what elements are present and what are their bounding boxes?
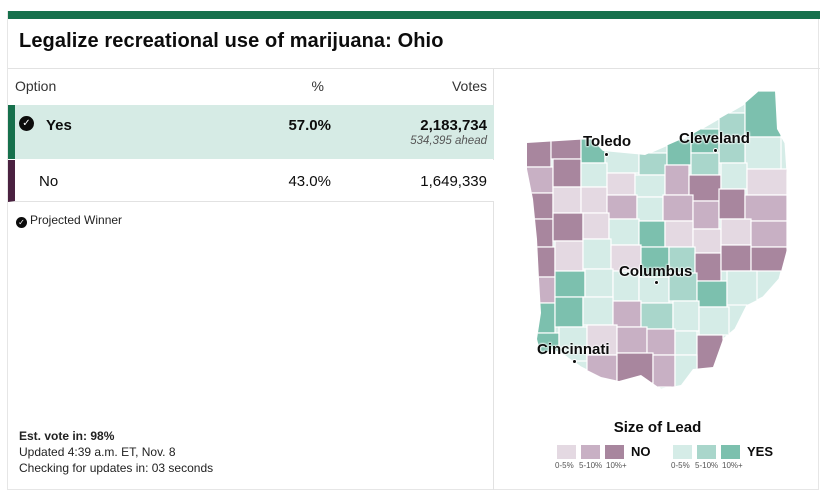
ohio-county-map	[526, 90, 788, 390]
divider	[8, 68, 820, 69]
option-votes: 1,649,339	[420, 173, 487, 190]
city-marker	[604, 152, 609, 157]
header-percent: %	[311, 78, 324, 94]
result-row-no: No 43.0% 1,649,339	[8, 160, 494, 202]
legend-range-label: 5-10%	[695, 461, 719, 470]
top-accent-bar	[8, 11, 820, 19]
legend-range-label: 0-5%	[671, 461, 690, 470]
county-tiles	[527, 91, 787, 389]
city-marker	[713, 148, 718, 153]
option-percent: 57.0%	[288, 117, 331, 134]
legend-swatch-yes-0-5	[673, 445, 692, 459]
option-name: No	[39, 173, 59, 190]
city-marker	[572, 359, 577, 364]
option-name: Yes	[46, 117, 72, 134]
update-countdown: Checking for updates in: 03 seconds	[19, 461, 214, 475]
page-title: Legalize recreational use of marijuana: …	[19, 30, 444, 52]
legend-yes-label: YES	[747, 444, 774, 459]
results-card: Legalize recreational use of marijuana: …	[7, 11, 820, 490]
legend-swatch-no-0-5	[557, 445, 576, 459]
option-votes: 2,183,734	[420, 117, 487, 134]
city-label-columbus: Columbus	[619, 263, 693, 280]
projected-winner-label: Projected Winner	[30, 213, 123, 227]
result-row-yes: ✓ Yes 57.0% 2,183,734 534,395 ahead	[8, 105, 494, 159]
legend-swatch-no-10-plus	[605, 445, 624, 459]
legend-no-label: NO	[631, 444, 651, 459]
city-label-toledo: Toledo	[583, 133, 632, 150]
legend-swatch-yes-10-plus	[721, 445, 740, 459]
status-footer: Est. vote in: 98% Updated 4:39 a.m. ET, …	[19, 428, 213, 476]
city-label-cleveland: Cleveland	[679, 130, 750, 147]
legend-range-label: 10%+	[606, 461, 627, 470]
map-panel: Toledo Cleveland Columbus Cincinnati Siz…	[495, 69, 820, 490]
legend-swatch-no-5-10	[581, 445, 600, 459]
table-header: Option % Votes	[8, 69, 494, 105]
updated-time: Updated 4:39 a.m. ET, Nov. 8	[19, 445, 176, 459]
votes-ahead: 534,395 ahead	[410, 135, 487, 147]
legend-range-label: 10%+	[722, 461, 743, 470]
header-votes: Votes	[451, 78, 487, 94]
legend-swatch-yes-5-10	[697, 445, 716, 459]
check-circle-icon: ✓	[16, 217, 27, 228]
legend-range-label: 5-10%	[579, 461, 603, 470]
legend-range-label: 0-5%	[555, 461, 574, 470]
est-vote-in: Est. vote in: 98%	[19, 429, 115, 443]
city-label-cincinnati: Cincinnati	[537, 341, 610, 358]
results-panel: Option % Votes ✓ Yes 57.0% 2,183,734 534…	[8, 69, 494, 490]
projected-winner-note: ✓ Projected Winner	[16, 213, 122, 228]
option-percent: 43.0%	[288, 173, 331, 190]
check-circle-icon: ✓	[19, 116, 34, 131]
city-marker	[654, 280, 659, 285]
header-option: Option	[15, 78, 57, 94]
legend-title: Size of Lead	[613, 419, 702, 436]
